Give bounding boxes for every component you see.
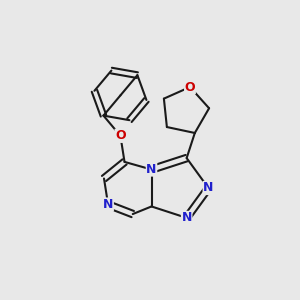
Text: O: O [185,80,195,94]
Text: N: N [103,198,113,211]
Text: N: N [203,182,214,194]
Text: O: O [115,129,126,142]
Text: N: N [182,212,192,224]
Text: N: N [146,163,157,176]
